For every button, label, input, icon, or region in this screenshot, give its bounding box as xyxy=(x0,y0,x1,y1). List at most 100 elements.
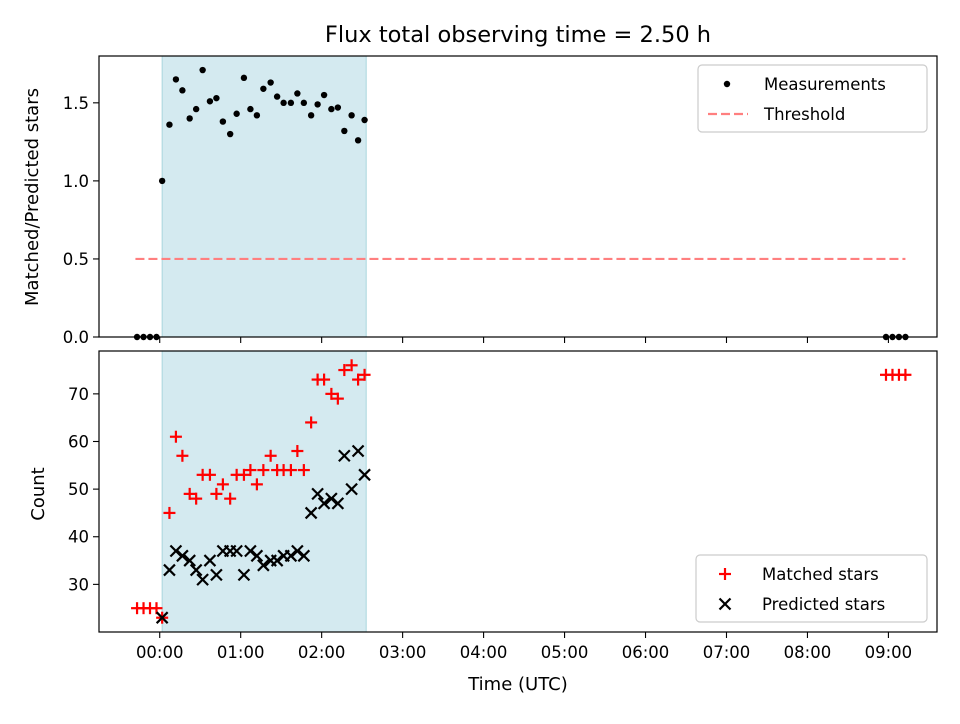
predicted-star-marker xyxy=(270,554,284,567)
matched-star-marker xyxy=(210,487,223,500)
matched-star-marker xyxy=(216,478,229,491)
legend-box xyxy=(697,64,928,133)
legend-label: Measurements xyxy=(764,75,886,94)
top-y-axis-label: Matched/Predicted stars xyxy=(22,88,43,306)
measurement-point xyxy=(247,105,254,113)
matched-star-marker xyxy=(318,373,331,386)
measurement-point xyxy=(334,104,342,111)
bottom-plot-frame xyxy=(98,350,938,633)
observing-window-shade xyxy=(161,55,367,338)
predicted-star-marker xyxy=(257,559,270,572)
y-tick-label: 0.0 xyxy=(63,328,89,347)
measurement-point xyxy=(260,85,267,92)
predicted-star-marker xyxy=(183,554,196,567)
matched-star-marker xyxy=(291,445,304,458)
x-tick-label: 07:00 xyxy=(703,643,751,662)
predicted-star-marker xyxy=(297,549,311,563)
bottom-panel: 30 40 50 60 70 00:00 01:00 02:00 03:00 04:00 05:0… xyxy=(28,350,938,695)
matched-star-marker xyxy=(203,468,216,481)
legend-label: Threshold xyxy=(763,105,845,124)
predicted-star-marker xyxy=(338,449,351,463)
matched-star-marker xyxy=(352,373,365,386)
predicted-star-marker xyxy=(237,568,251,582)
measurement-point xyxy=(192,105,200,113)
measurement-point xyxy=(348,112,355,119)
matched-star-marker xyxy=(190,492,203,505)
legend-label: Matched stars xyxy=(762,565,879,584)
predicted-star-marker xyxy=(163,563,176,577)
x-tick-label: 05:00 xyxy=(541,643,589,662)
legend-measurement-swatch xyxy=(723,80,731,88)
measurement-point xyxy=(307,112,315,119)
measurement-point xyxy=(328,105,335,113)
measurement-point xyxy=(354,137,362,144)
predicted-star-marker xyxy=(250,549,264,563)
predicted-star-marker xyxy=(176,549,189,563)
measurement-point xyxy=(314,101,321,108)
predicted-star-marker xyxy=(345,482,358,496)
matched-star-marker xyxy=(176,449,189,462)
x-tick-label: 09:00 xyxy=(865,643,913,662)
x-axis-label: Time (UTC) xyxy=(467,674,568,695)
top-legend: Measurements Threshold xyxy=(697,64,928,133)
matched-star-marker xyxy=(237,468,250,481)
y-tick-label: 1.0 xyxy=(63,172,89,191)
matched-star-marker xyxy=(183,487,196,500)
y-tick-label: 70 xyxy=(68,385,89,404)
measurement-point xyxy=(233,110,240,117)
matched-star-marker xyxy=(338,364,351,377)
measurement-point xyxy=(320,91,328,99)
matched-star-marker xyxy=(325,387,338,400)
chart-title: Flux total observing time = 2.50 h xyxy=(325,22,711,48)
measurement-point xyxy=(253,112,261,119)
measurement-point xyxy=(172,76,180,83)
predicted-star-marker xyxy=(358,468,371,482)
matched-star-marker xyxy=(264,449,277,462)
measurement-point xyxy=(213,94,220,102)
measurement-point xyxy=(219,118,227,125)
predicted-star-marker xyxy=(291,544,304,558)
measurement-point xyxy=(158,177,166,185)
matched-star-marker xyxy=(163,506,176,519)
predicted-star-marker xyxy=(169,544,183,558)
matched-star-marker xyxy=(244,464,257,477)
x-tick-label: 04:00 xyxy=(460,643,508,662)
measurement-point xyxy=(361,116,368,124)
bottom-y-axis-label: Count xyxy=(28,467,49,520)
top-plot-frame xyxy=(98,55,938,338)
measurement-point xyxy=(300,99,308,107)
predicted-star-marker xyxy=(304,506,318,520)
legend-label: Predicted stars xyxy=(762,595,885,614)
predicted-star-marker xyxy=(284,549,298,563)
legend-box xyxy=(695,554,928,623)
y-tick-label: 30 xyxy=(68,575,89,594)
y-tick-label: 1.5 xyxy=(63,94,89,113)
measurement-point xyxy=(206,98,214,105)
measurement-point xyxy=(179,87,186,94)
legend-matched-swatch xyxy=(719,568,731,580)
x-tick-label: 06:00 xyxy=(622,643,670,662)
predicted-star-marker xyxy=(203,554,217,567)
measurement-point xyxy=(341,127,348,135)
predicted-star-marker xyxy=(331,497,345,510)
x-tick-label: 03:00 xyxy=(379,643,427,662)
measurement-point xyxy=(186,115,193,122)
measurement-point xyxy=(240,74,248,82)
matched-star-marker xyxy=(284,464,297,477)
predicted-star-marker xyxy=(230,544,243,558)
bottom-legend: Matched stars Predicted stars xyxy=(695,554,928,623)
legend-predicted-swatch xyxy=(718,597,732,611)
predicted-star-marker xyxy=(210,568,223,582)
measurement-point xyxy=(267,79,274,86)
predicted-star-marker xyxy=(325,492,338,505)
x-tick-label: 01:00 xyxy=(217,643,265,662)
matched-star-marker xyxy=(899,368,912,381)
x-tick-label: 08:00 xyxy=(784,643,832,662)
predicted-star-marker xyxy=(244,544,257,558)
matched-star-marker xyxy=(305,416,318,429)
matched-star-marker xyxy=(169,430,182,443)
y-tick-label: 50 xyxy=(68,480,89,499)
matched-star-marker xyxy=(345,359,358,372)
